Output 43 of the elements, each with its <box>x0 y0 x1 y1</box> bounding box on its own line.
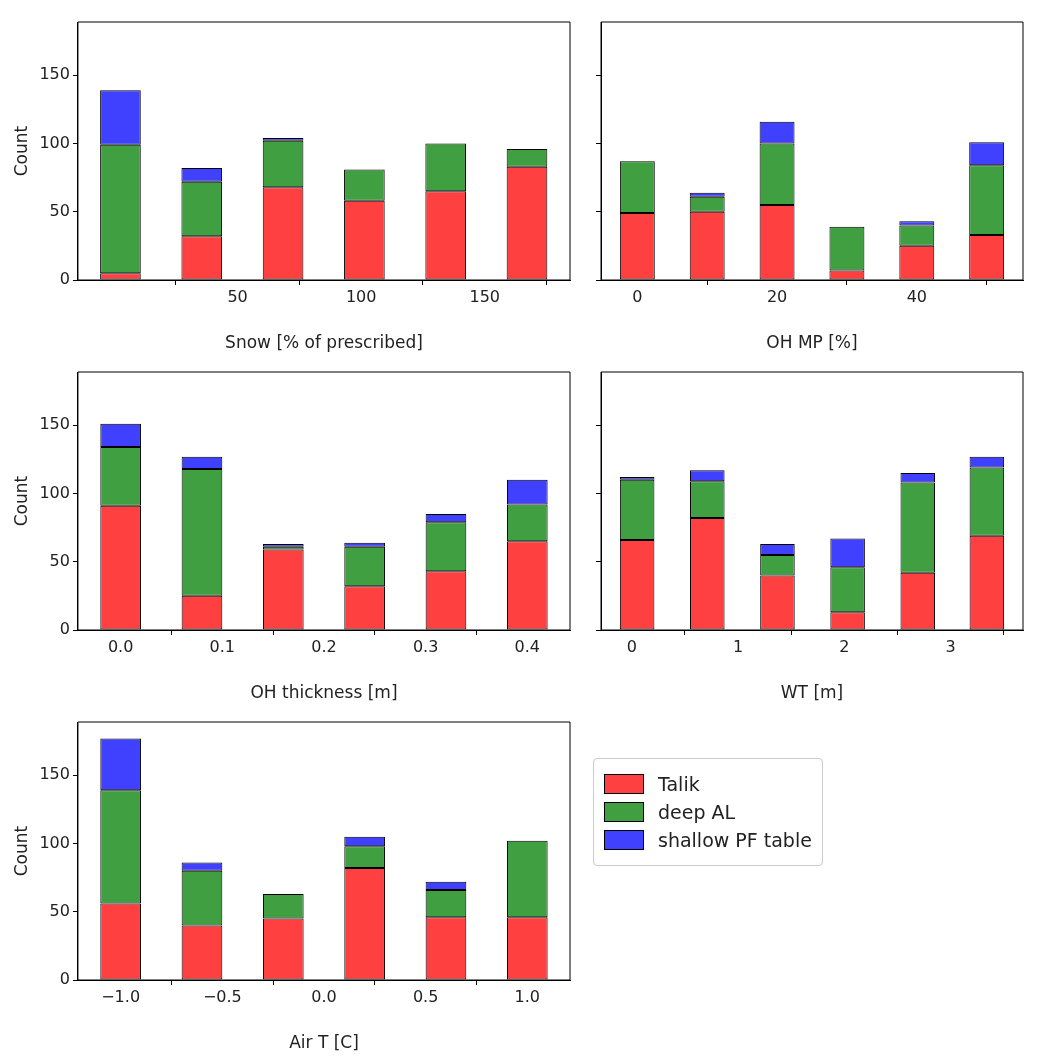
y-tick-label: 100 <box>39 832 70 852</box>
y-tick-label: 50 <box>49 200 70 220</box>
x-tick-label: 100 <box>345 286 377 306</box>
x-tick-label: −1.0 <box>101 986 141 1006</box>
legend-label: shallow PF table <box>658 829 812 851</box>
y-tick-label: 150 <box>39 414 70 434</box>
x-tick-label: 0.5 <box>412 986 439 1006</box>
x-tick-label: 40 <box>906 286 927 306</box>
x-tick-label: 2 <box>839 636 850 656</box>
x-tick-label: 20 <box>766 286 788 306</box>
x-tick-label: 0 <box>626 636 637 656</box>
y-axis-title: Count <box>10 125 31 177</box>
x-axis-title: OH MP [%] <box>766 332 858 353</box>
x-tick-label: 0.0 <box>311 986 337 1006</box>
y-tick-label: 0 <box>59 969 70 989</box>
x-axis-title: Snow [% of prescribed] <box>225 332 423 353</box>
x-axis-title: OH thickness [m] <box>250 682 398 703</box>
x-tick-label: −0.5 <box>202 986 242 1006</box>
y-tick-label: 50 <box>49 550 70 570</box>
y-tick-label: 150 <box>39 764 70 784</box>
y-axis-title: Count <box>10 475 31 527</box>
x-tick-label: 0.3 <box>412 636 439 656</box>
x-axis-title: WT [m] <box>780 682 844 703</box>
y-tick-label: 100 <box>39 482 70 502</box>
x-tick-label: 0.2 <box>311 636 337 656</box>
y-tick-label: 0 <box>59 619 70 639</box>
y-tick-label: 50 <box>49 900 70 920</box>
y-tick-label: 0 <box>59 269 70 289</box>
x-tick-label: 0 <box>632 286 643 306</box>
x-tick-label: 0.1 <box>209 636 236 656</box>
x-tick-label: 50 <box>227 286 248 306</box>
x-tick-label: 150 <box>469 286 501 306</box>
y-axis-title: Count <box>10 825 31 877</box>
x-tick-label: 0.4 <box>514 636 541 656</box>
y-tick-label: 100 <box>39 132 70 152</box>
legend-label: deep AL <box>658 801 736 823</box>
legend-label: Talik <box>658 773 700 795</box>
y-tick-label: 150 <box>39 64 70 84</box>
x-tick-label: 3 <box>945 636 956 656</box>
x-tick-label: 1.0 <box>514 986 541 1006</box>
x-tick-label: 0.0 <box>107 636 134 656</box>
x-axis-title: Air T [C] <box>289 1032 359 1053</box>
x-tick-label: 1 <box>733 636 744 656</box>
